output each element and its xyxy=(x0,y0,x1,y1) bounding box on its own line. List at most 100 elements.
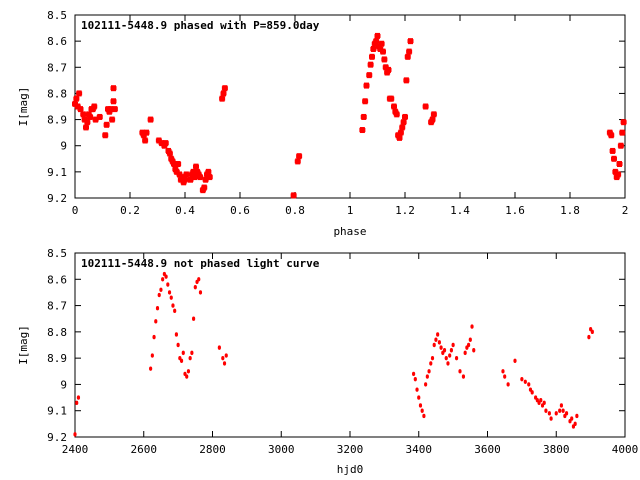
data-point-arm xyxy=(110,99,117,104)
data-point-arm xyxy=(369,54,375,59)
data-point xyxy=(559,403,564,408)
data-point-arm xyxy=(378,41,385,46)
data-point-arm xyxy=(429,117,436,122)
data-point xyxy=(470,324,474,329)
data-point-arm xyxy=(359,128,366,133)
data-point xyxy=(539,398,543,403)
data-point xyxy=(173,308,177,314)
data-point-arm xyxy=(373,39,380,44)
data-point-arm xyxy=(73,96,80,101)
x-tick-label: 1.8 xyxy=(560,204,580,217)
data-point-arm xyxy=(221,86,228,91)
data-point xyxy=(451,342,455,348)
data-point-arm xyxy=(191,175,198,180)
data-point xyxy=(157,292,161,298)
y-tick-label: 8.7 xyxy=(47,61,67,74)
data-point-arm xyxy=(109,117,116,122)
data-point-arm xyxy=(393,112,400,117)
data-point-arm xyxy=(201,185,208,190)
data-point xyxy=(150,353,154,358)
data-point-arm xyxy=(381,57,388,62)
data-point-arm xyxy=(612,169,619,174)
data-point-arm xyxy=(110,86,117,91)
data-point-arm xyxy=(193,164,199,169)
data-point xyxy=(73,432,77,437)
x-tick-label: 2 xyxy=(622,204,629,217)
x-tick-label: 2400 xyxy=(62,443,89,456)
data-point-arm xyxy=(162,141,169,146)
y-tick-label: 9.1 xyxy=(47,166,67,179)
data-point xyxy=(149,366,153,371)
data-point-arm xyxy=(176,172,183,177)
data-point-arm xyxy=(219,96,226,101)
data-point xyxy=(468,337,472,342)
chart-1 xyxy=(72,14,627,199)
data-point-arm xyxy=(171,162,177,167)
data-point xyxy=(558,408,562,413)
data-point-arm xyxy=(380,49,386,54)
data-point xyxy=(424,382,428,387)
data-point-arm xyxy=(404,54,411,59)
data-point-arm xyxy=(397,130,404,135)
y-tick-label: 8.6 xyxy=(47,35,67,48)
data-point-arm xyxy=(220,91,227,96)
data-point xyxy=(76,395,81,400)
data-point xyxy=(547,411,551,416)
data-point-arm xyxy=(406,49,413,54)
data-point-arm xyxy=(296,154,303,159)
y-tick-label: 8.7 xyxy=(47,300,67,313)
y-tick-label: 8.5 xyxy=(47,247,67,260)
data-point xyxy=(185,374,189,379)
data-point xyxy=(520,376,524,382)
x-tick-label: 4000 xyxy=(612,443,639,456)
data-point xyxy=(549,416,553,421)
data-point-arm xyxy=(202,177,209,182)
data-point-arm xyxy=(363,83,370,88)
data-point xyxy=(573,421,577,427)
data-point xyxy=(590,329,594,335)
data-point xyxy=(542,400,546,406)
data-point-arm xyxy=(366,73,373,78)
data-point xyxy=(527,382,531,387)
data-point-arm xyxy=(617,143,624,148)
data-point xyxy=(436,332,440,337)
data-point xyxy=(430,355,435,361)
data-point-arm xyxy=(403,78,410,83)
x-tick-label: 1.4 xyxy=(450,204,470,217)
data-point xyxy=(449,348,454,353)
data-point xyxy=(415,387,419,392)
x-tick-label: 0.4 xyxy=(175,204,195,217)
data-point-arm xyxy=(173,169,180,174)
data-point xyxy=(472,348,476,353)
data-point-arm xyxy=(294,159,301,164)
x-tick-label: 0 xyxy=(72,204,79,217)
x-tick-label: 0.2 xyxy=(120,204,140,217)
data-point-arm xyxy=(143,130,150,135)
data-point xyxy=(427,369,431,374)
data-point-arm xyxy=(391,104,397,109)
data-point xyxy=(587,334,591,340)
data-point xyxy=(501,369,505,374)
data-point-arm xyxy=(608,133,615,138)
data-point xyxy=(188,355,192,361)
data-point-arm xyxy=(402,114,408,119)
data-point xyxy=(198,290,203,295)
x-axis-label: hjd0 xyxy=(337,463,364,476)
data-point-arm xyxy=(92,117,99,122)
y-tick-label: 8.8 xyxy=(47,326,67,339)
data-point xyxy=(561,408,565,413)
data-point xyxy=(75,400,79,406)
data-point-arm xyxy=(83,125,89,130)
data-point xyxy=(575,413,579,419)
data-point xyxy=(442,348,447,353)
x-tick-label: 3200 xyxy=(337,443,364,456)
data-point-arm xyxy=(407,39,414,44)
data-point-arm xyxy=(619,130,626,135)
data-point-arm xyxy=(140,133,147,138)
data-point-arm xyxy=(84,120,91,125)
data-point-arm xyxy=(183,172,190,177)
data-point-arm xyxy=(80,112,87,117)
data-point xyxy=(191,316,196,321)
data-point-arm xyxy=(111,107,118,112)
